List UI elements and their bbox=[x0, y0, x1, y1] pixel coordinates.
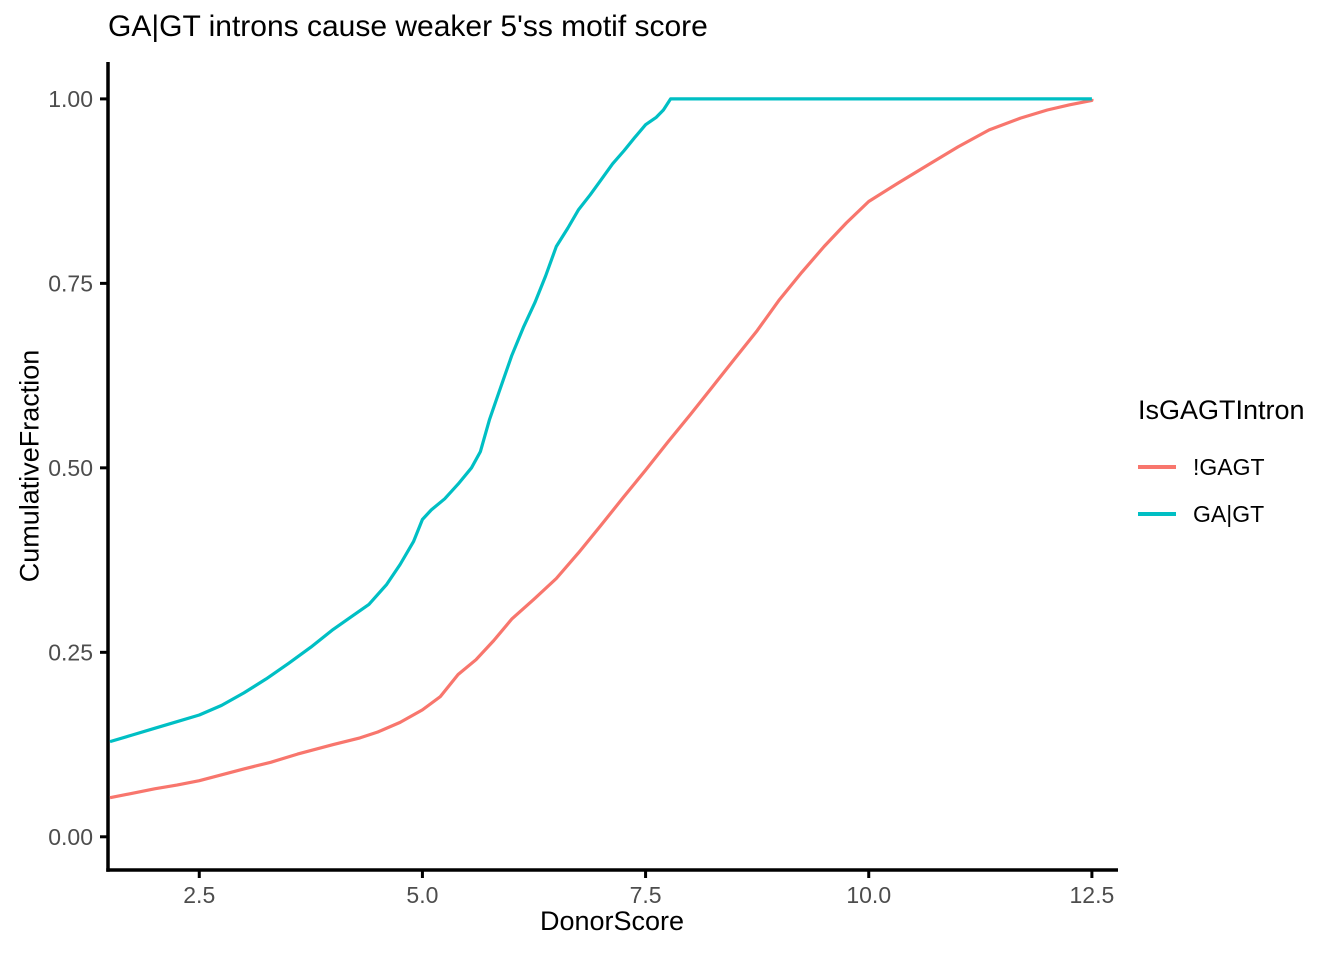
legend-item-label: !GAGT bbox=[1193, 453, 1265, 480]
legend-line-swatch bbox=[1138, 465, 1176, 469]
x-tick-label: 2.5 bbox=[183, 882, 215, 908]
x-axis-title: DonorScore bbox=[539, 906, 685, 936]
y-tick-label: 0.50 bbox=[48, 455, 93, 481]
legend-items: !GAGT GA|GT bbox=[1138, 454, 1305, 527]
y-tick-label: 0.00 bbox=[48, 824, 93, 850]
x-tick-label: 12.5 bbox=[1070, 882, 1115, 908]
legend-title: IsGAGTIntron bbox=[1138, 395, 1305, 425]
y-axis-title: CumulativeFraction bbox=[14, 349, 45, 583]
x-tick-label: 5.0 bbox=[406, 882, 438, 908]
legend-item-gagt: GA|GT bbox=[1138, 501, 1305, 527]
y-tick-label: 0.25 bbox=[48, 639, 93, 665]
legend-item-not-gagt: !GAGT bbox=[1138, 454, 1305, 480]
y-tick-label: 1.00 bbox=[48, 86, 93, 112]
ecdf-curve-gagt bbox=[109, 97, 1092, 744]
x-tick-label: 10.0 bbox=[846, 882, 891, 908]
ecdf-curve-not-gagt bbox=[109, 98, 1094, 800]
legend-line-swatch bbox=[1138, 512, 1176, 516]
x-tick-label: 7.5 bbox=[630, 882, 662, 908]
y-tick-label: 0.75 bbox=[48, 270, 93, 296]
legend-item-label: GA|GT bbox=[1193, 500, 1265, 527]
plot-title: GA|GT introns cause weaker 5'ss motif sc… bbox=[108, 10, 708, 43]
legend: IsGAGTIntron !GAGT GA|GT bbox=[1138, 394, 1305, 548]
